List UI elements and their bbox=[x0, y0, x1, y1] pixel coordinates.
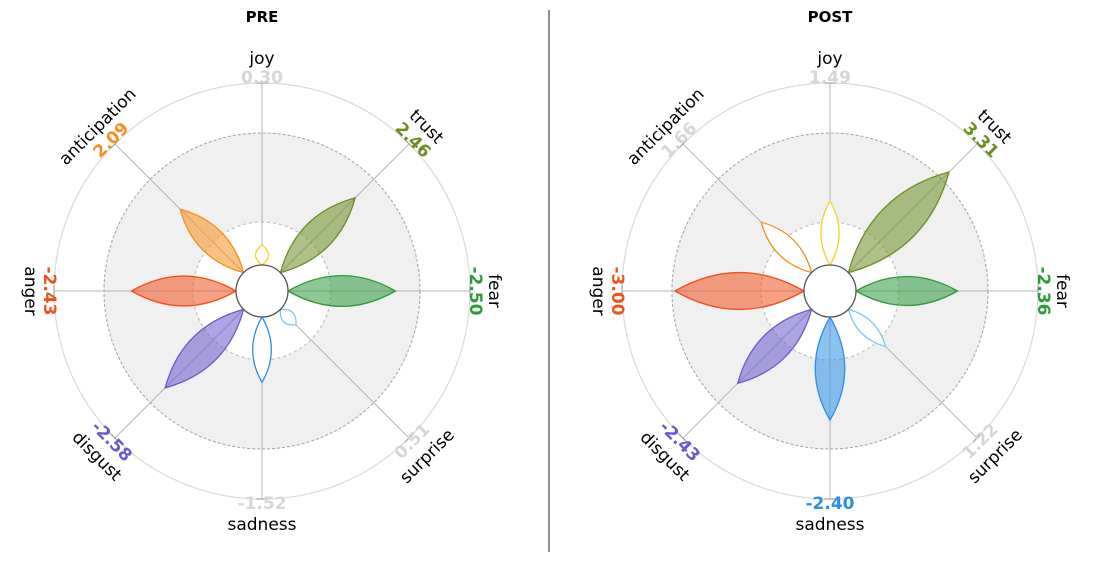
value-fear: -2.36 bbox=[1033, 267, 1053, 316]
petal-sadness bbox=[814, 315, 846, 422]
chart-post: POSTjoy1.49trust3.31fear-2.36surprise1.2… bbox=[588, 8, 1072, 535]
value-sadness: -2.40 bbox=[806, 494, 855, 514]
petal-surprise bbox=[847, 308, 887, 348]
petal-fear bbox=[286, 275, 397, 307]
chart-title: POST bbox=[808, 8, 854, 26]
petal-disgust bbox=[164, 308, 245, 389]
value-joy: 0.30 bbox=[241, 68, 283, 88]
center-hub bbox=[235, 264, 289, 318]
axis-tick bbox=[110, 139, 120, 149]
label-anger: anger bbox=[20, 266, 40, 315]
petal-trust bbox=[847, 171, 950, 274]
axis-tick bbox=[678, 433, 688, 443]
label-joy: joy bbox=[248, 49, 274, 69]
label-fear: fear bbox=[1052, 274, 1072, 308]
value-anger: -2.43 bbox=[39, 267, 59, 316]
petal-joy bbox=[820, 199, 840, 267]
value-sadness: -1.52 bbox=[238, 494, 287, 514]
petal-anger bbox=[130, 275, 238, 307]
label-fear: fear bbox=[484, 274, 504, 308]
petal-anger bbox=[673, 271, 806, 311]
axis-tick bbox=[972, 433, 982, 443]
petal-disgust bbox=[736, 308, 813, 385]
center-hub bbox=[803, 264, 857, 318]
value-anger: -3.00 bbox=[607, 267, 627, 316]
label-anger: anger bbox=[588, 266, 608, 315]
value-fear: -2.50 bbox=[465, 267, 485, 316]
axis-tick bbox=[110, 433, 120, 443]
petal-trust bbox=[279, 196, 357, 274]
axis-tick bbox=[404, 433, 414, 443]
axis-tick bbox=[972, 139, 982, 149]
label-joy: joy bbox=[816, 49, 842, 69]
petal-sadness bbox=[252, 315, 272, 384]
chart-pre: PREjoy0.30trust2.46fear-2.50surprise0.51… bbox=[20, 8, 504, 535]
petal-anticipation bbox=[760, 221, 813, 274]
label-sadness: sadness bbox=[227, 515, 296, 535]
petal-anticipation bbox=[179, 208, 245, 274]
axis-surprise bbox=[280, 309, 410, 439]
petal-surprise bbox=[279, 308, 297, 326]
label-sadness: sadness bbox=[795, 515, 864, 535]
axis-tick bbox=[678, 139, 688, 149]
axis-tick bbox=[404, 139, 414, 149]
value-joy: 1.49 bbox=[809, 68, 851, 88]
petal-fear bbox=[854, 275, 959, 307]
petal-joy bbox=[254, 244, 270, 266]
chart-title: PRE bbox=[246, 8, 279, 26]
